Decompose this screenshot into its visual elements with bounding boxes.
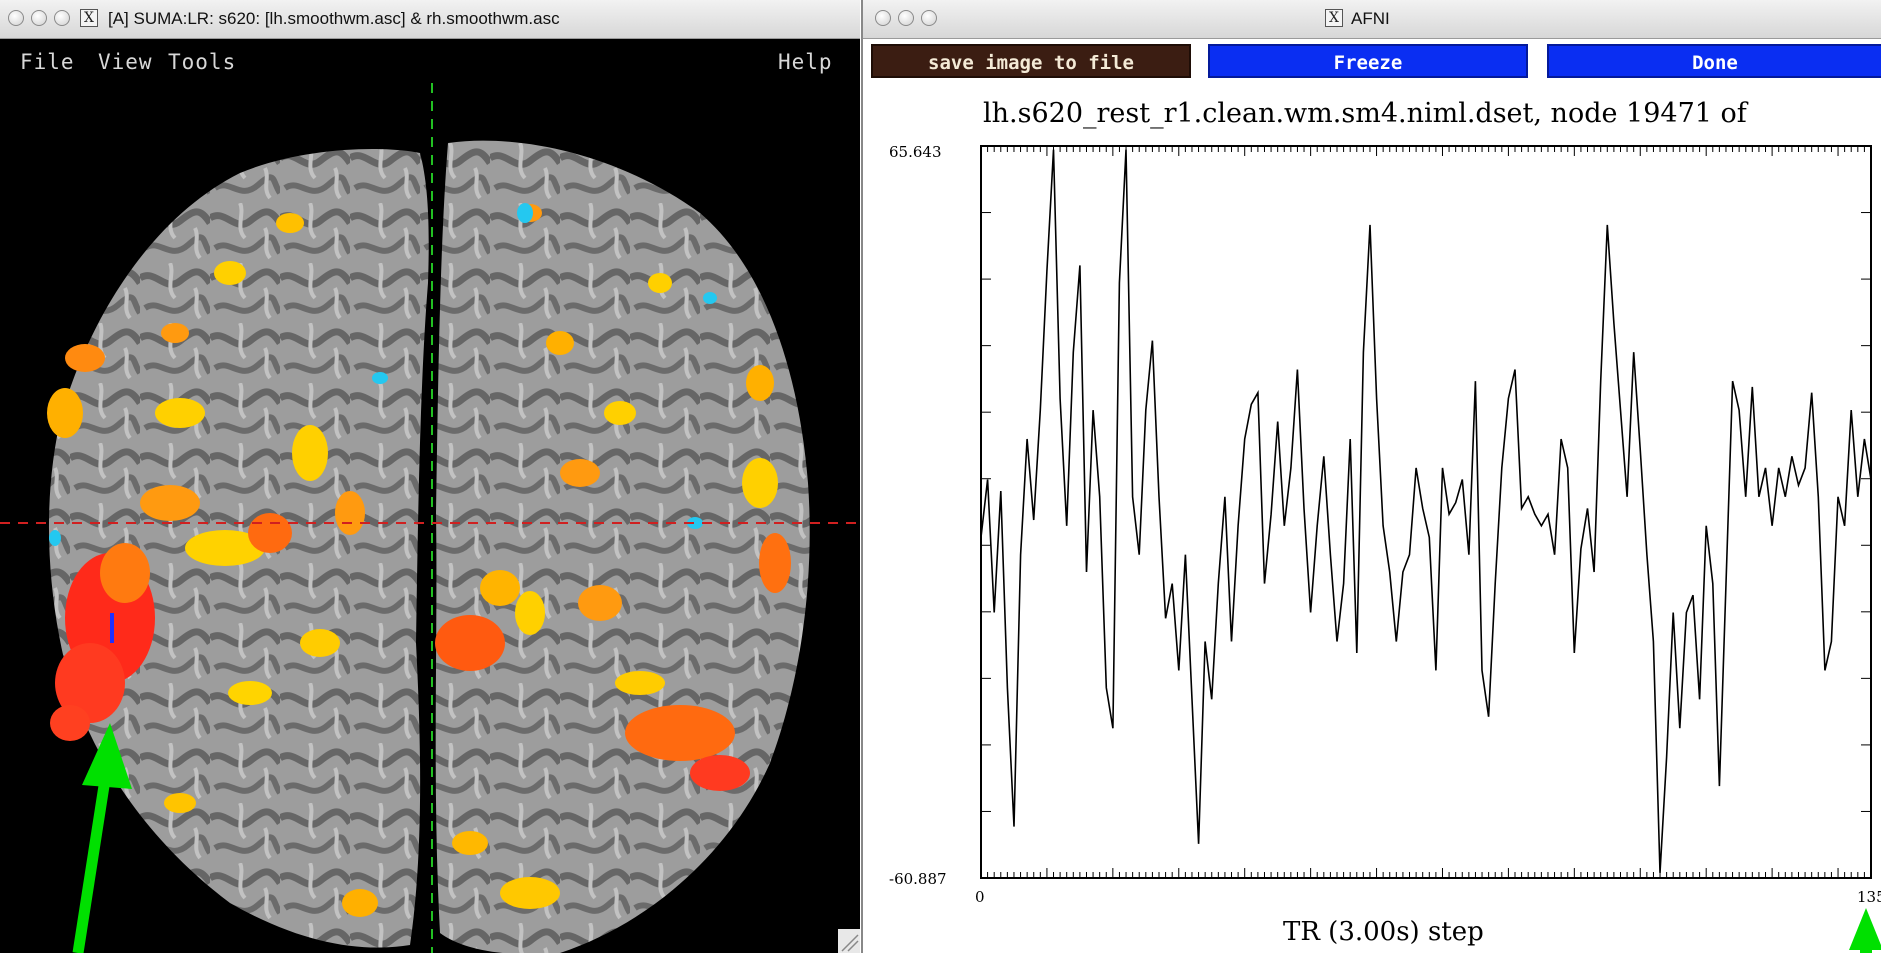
chart-title: lh.s620_rest_r1.clean.wm.sm4.niml.dset, …: [983, 98, 1749, 129]
resize-grip-icon[interactable]: [838, 929, 860, 953]
afni-window-title: AFNI: [1351, 9, 1390, 28]
annotation-arrow: [1849, 908, 1881, 953]
x-tick-label-left: 0: [975, 888, 985, 906]
close-window-button[interactable]: [875, 10, 891, 26]
menu-view[interactable]: View: [98, 50, 153, 74]
x-tick-label-right: 135.: [1857, 888, 1881, 906]
afni-title-bar: X AFNI: [863, 0, 1881, 39]
timeseries-graph: lh.s620_rest_r1.clean.wm.sm4.niml.dset, …: [889, 98, 1881, 953]
activation-overlay: [47, 203, 791, 917]
suma-window: X [A] SUMA:LR: s620: [lh.smoothwm.asc] &…: [0, 0, 860, 953]
afni-window: X AFNI save image to file Freeze Done lh…: [861, 0, 1881, 953]
menu-file[interactable]: File: [20, 50, 75, 74]
suma-window-title: [A] SUMA:LR: s620: [lh.smoothwm.asc] & r…: [108, 9, 560, 28]
x-axis-label: TR (3.00s) step: [1283, 917, 1484, 947]
menu-help[interactable]: Help: [778, 50, 833, 74]
suma-title-bar: X [A] SUMA:LR: s620: [lh.smoothwm.asc] &…: [0, 0, 860, 39]
menu-tools[interactable]: Tools: [168, 50, 237, 74]
save-image-button[interactable]: save image to file: [871, 44, 1191, 78]
axis-ticks: [980, 145, 1872, 879]
suma-menu-bar: File View Tools Help: [0, 39, 860, 83]
plot-frame: [980, 145, 1872, 879]
y-tick-label-top: 65.643: [889, 143, 942, 161]
minimize-window-button[interactable]: [31, 10, 47, 26]
close-window-button[interactable]: [8, 10, 24, 26]
surface-viewer[interactable]: [0, 83, 860, 953]
freeze-button[interactable]: Freeze: [1208, 44, 1528, 78]
zoom-window-button[interactable]: [54, 10, 70, 26]
y-tick-label-bottom: -60.887: [889, 870, 947, 888]
minimize-window-button[interactable]: [898, 10, 914, 26]
annotation-arrow: [72, 723, 132, 953]
x11-icon: X: [80, 9, 98, 27]
done-button[interactable]: Done: [1547, 44, 1881, 78]
series-line: [980, 149, 1872, 873]
zoom-window-button[interactable]: [921, 10, 937, 26]
x11-icon: X: [1325, 9, 1343, 27]
